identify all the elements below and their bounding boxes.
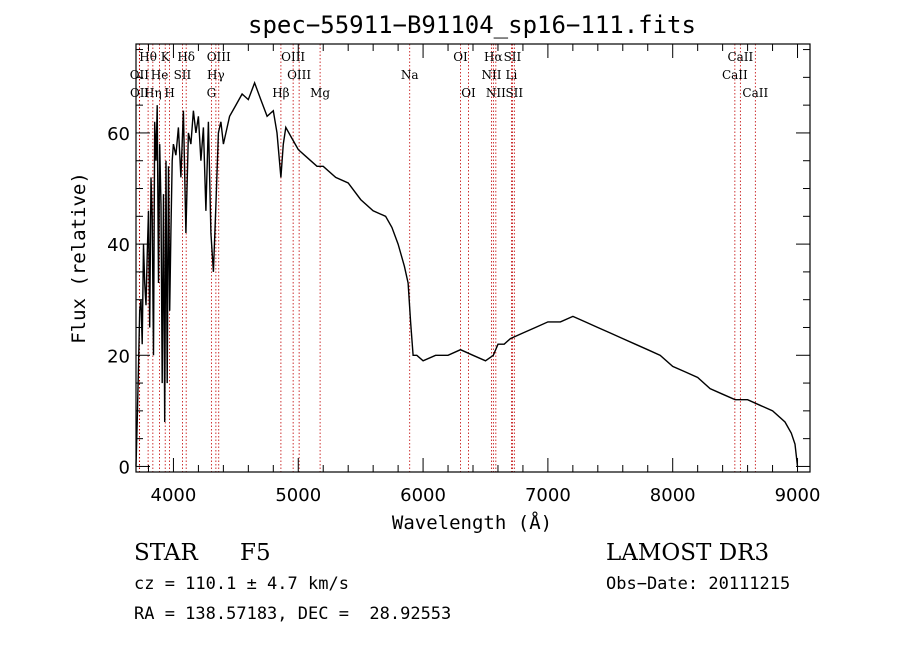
spectrum-series-line — [135, 80, 799, 467]
spectral-line-label: K — [161, 50, 171, 64]
y-tick-label: 20 — [107, 346, 130, 367]
plot-frame — [135, 43, 811, 473]
spectral-line-label: CaII — [727, 50, 753, 64]
spectral-line-label: Hη — [144, 86, 162, 100]
spectral-line-label: Hα — [484, 50, 503, 64]
observation-date: Obs−Date: 20111215 — [606, 574, 791, 594]
spectral-line-label: OII — [130, 68, 150, 82]
spectral-line-label: Na — [401, 68, 419, 82]
spectral-line-label: OI — [461, 86, 476, 100]
object-subclass: F5 — [240, 540, 271, 566]
spectral-line-label: G — [207, 86, 217, 100]
x-tick-label: 8000 — [650, 485, 696, 506]
y-axis-label: Flux (relative) — [68, 172, 90, 344]
y-tick-label: 0 — [119, 457, 130, 478]
spectral-line-label: SII — [174, 68, 192, 82]
spectral-line-label: Hγ — [207, 68, 225, 82]
spectral-line-label: Li — [506, 68, 518, 82]
spectral-line-label: CaII — [742, 86, 768, 100]
spectral-line-label: Hβ — [272, 86, 289, 100]
spectral-line-label: OIII — [207, 50, 231, 64]
spectral-line-markers — [138, 44, 756, 472]
x-tick-label: 7000 — [525, 485, 571, 506]
chart-title: spec−55911−B91104_sp16−111.fits — [248, 11, 696, 39]
x-tick-label: 4000 — [151, 485, 197, 506]
spectral-line-label: NII — [486, 86, 506, 100]
spectral-line-label: Hδ — [177, 50, 195, 64]
coordinates: RA = 138.57183, DEC = 28.92553 — [134, 604, 452, 624]
y-tick-label: 40 — [107, 235, 130, 256]
spectral-line-label: Mg — [310, 86, 330, 100]
x-tick-label: 5000 — [275, 485, 321, 506]
spectral-line-label: Hθ — [139, 50, 157, 64]
y-tick-label: 60 — [107, 124, 130, 145]
survey-name: LAMOST DR3 — [606, 540, 770, 566]
x-axis-label: Wavelength (Å) — [392, 511, 552, 534]
x-tick-label: 9000 — [775, 485, 821, 506]
spectral-line-label: OIII — [281, 50, 305, 64]
x-tick-label: 6000 — [400, 485, 446, 506]
spectral-line-label: He — [151, 68, 169, 82]
spectral-line-label: SII — [504, 50, 522, 64]
spectral-line-label: OI — [453, 50, 468, 64]
spectral-line-label: OIII — [287, 68, 311, 82]
spectral-line-label: H — [164, 86, 174, 100]
axis-ticks: 4000 5000 6000 7000 8000 9000 0 20 40 60 — [107, 44, 820, 506]
redshift-velocity: cz = 110.1 ± 4.7 km/s — [134, 574, 349, 594]
spectral-line-label: NII — [481, 68, 501, 82]
spectral-line-label: SII — [505, 86, 523, 100]
object-class: STAR — [134, 540, 198, 566]
spectral-line-label: OII — [130, 86, 150, 100]
spectral-line-label: CaII — [722, 68, 748, 82]
